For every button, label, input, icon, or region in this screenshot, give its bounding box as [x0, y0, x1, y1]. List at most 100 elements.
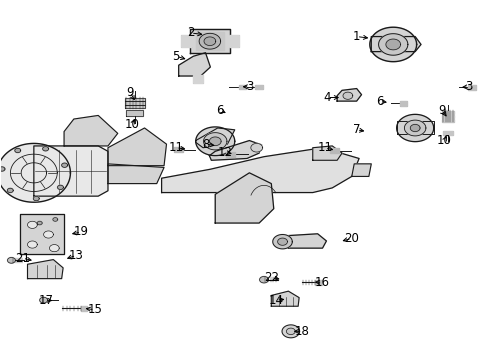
Polygon shape: [7, 257, 15, 263]
Polygon shape: [312, 146, 341, 160]
Polygon shape: [404, 120, 425, 136]
Text: 15: 15: [87, 303, 102, 316]
Polygon shape: [195, 32, 224, 50]
Polygon shape: [255, 85, 263, 89]
Text: 2: 2: [187, 27, 194, 40]
Polygon shape: [467, 85, 475, 90]
Polygon shape: [81, 306, 87, 311]
Polygon shape: [441, 115, 453, 118]
Polygon shape: [209, 140, 261, 160]
Text: 17: 17: [39, 294, 53, 307]
Polygon shape: [369, 27, 416, 62]
Polygon shape: [37, 221, 42, 225]
Text: 3: 3: [245, 80, 253, 93]
Text: 3: 3: [464, 80, 471, 93]
Text: 8: 8: [202, 138, 209, 150]
Polygon shape: [385, 39, 400, 50]
Polygon shape: [399, 101, 407, 106]
Polygon shape: [0, 167, 5, 171]
Polygon shape: [272, 234, 292, 249]
Text: 11: 11: [317, 141, 332, 154]
Polygon shape: [315, 280, 321, 285]
Polygon shape: [108, 164, 163, 184]
Text: 20: 20: [344, 232, 359, 245]
Polygon shape: [173, 147, 182, 152]
Polygon shape: [27, 260, 63, 279]
Polygon shape: [195, 127, 234, 156]
Polygon shape: [282, 325, 299, 338]
Polygon shape: [33, 197, 39, 201]
Text: 5: 5: [172, 50, 180, 63]
Polygon shape: [64, 116, 118, 146]
Polygon shape: [288, 234, 326, 248]
Polygon shape: [203, 37, 215, 45]
Polygon shape: [40, 297, 47, 303]
Polygon shape: [125, 101, 144, 105]
Polygon shape: [0, 143, 70, 202]
Polygon shape: [441, 119, 453, 122]
Polygon shape: [125, 98, 144, 101]
Text: 1: 1: [352, 30, 360, 43]
Polygon shape: [108, 128, 166, 166]
Polygon shape: [193, 75, 203, 83]
Polygon shape: [342, 92, 352, 99]
Polygon shape: [20, 214, 64, 253]
Polygon shape: [384, 29, 401, 37]
Polygon shape: [250, 143, 262, 152]
Polygon shape: [228, 35, 238, 47]
Text: 11: 11: [168, 141, 183, 154]
Text: 21: 21: [15, 252, 30, 265]
Polygon shape: [336, 89, 361, 101]
Text: 4: 4: [323, 91, 330, 104]
Polygon shape: [378, 34, 407, 55]
Polygon shape: [271, 291, 299, 306]
Polygon shape: [161, 148, 358, 193]
Polygon shape: [126, 110, 143, 116]
Polygon shape: [329, 148, 338, 153]
Text: 14: 14: [268, 294, 283, 307]
Polygon shape: [370, 37, 420, 51]
Polygon shape: [203, 133, 226, 150]
Polygon shape: [181, 35, 191, 47]
Text: 9: 9: [437, 104, 445, 117]
Polygon shape: [443, 131, 452, 135]
Polygon shape: [396, 114, 433, 141]
Polygon shape: [58, 185, 63, 189]
Text: 22: 22: [264, 271, 278, 284]
Polygon shape: [15, 148, 20, 153]
Text: 9: 9: [126, 86, 133, 99]
Polygon shape: [125, 105, 144, 108]
Polygon shape: [53, 218, 58, 221]
Polygon shape: [277, 238, 287, 245]
Text: 7: 7: [352, 123, 360, 136]
Text: 6: 6: [216, 104, 224, 117]
Text: 16: 16: [314, 276, 329, 289]
Text: 12: 12: [217, 146, 232, 159]
Text: 10: 10: [124, 118, 140, 131]
Polygon shape: [43, 231, 53, 238]
Polygon shape: [178, 53, 210, 76]
Polygon shape: [61, 163, 67, 167]
Polygon shape: [27, 221, 37, 228]
Polygon shape: [195, 128, 234, 148]
Polygon shape: [189, 30, 229, 53]
Polygon shape: [441, 111, 453, 114]
Polygon shape: [409, 125, 419, 132]
Text: 13: 13: [69, 249, 83, 262]
Polygon shape: [351, 164, 370, 176]
Polygon shape: [199, 33, 220, 49]
Polygon shape: [238, 85, 246, 89]
Polygon shape: [226, 152, 235, 157]
Text: 19: 19: [74, 225, 88, 238]
Polygon shape: [209, 137, 221, 145]
Polygon shape: [215, 173, 273, 223]
Polygon shape: [34, 146, 108, 196]
Text: 6: 6: [376, 95, 383, 108]
Polygon shape: [49, 244, 59, 252]
Polygon shape: [27, 241, 37, 248]
Text: 10: 10: [436, 134, 451, 147]
Polygon shape: [7, 188, 13, 193]
Polygon shape: [259, 276, 268, 283]
Text: 18: 18: [294, 325, 309, 338]
Polygon shape: [42, 147, 48, 151]
